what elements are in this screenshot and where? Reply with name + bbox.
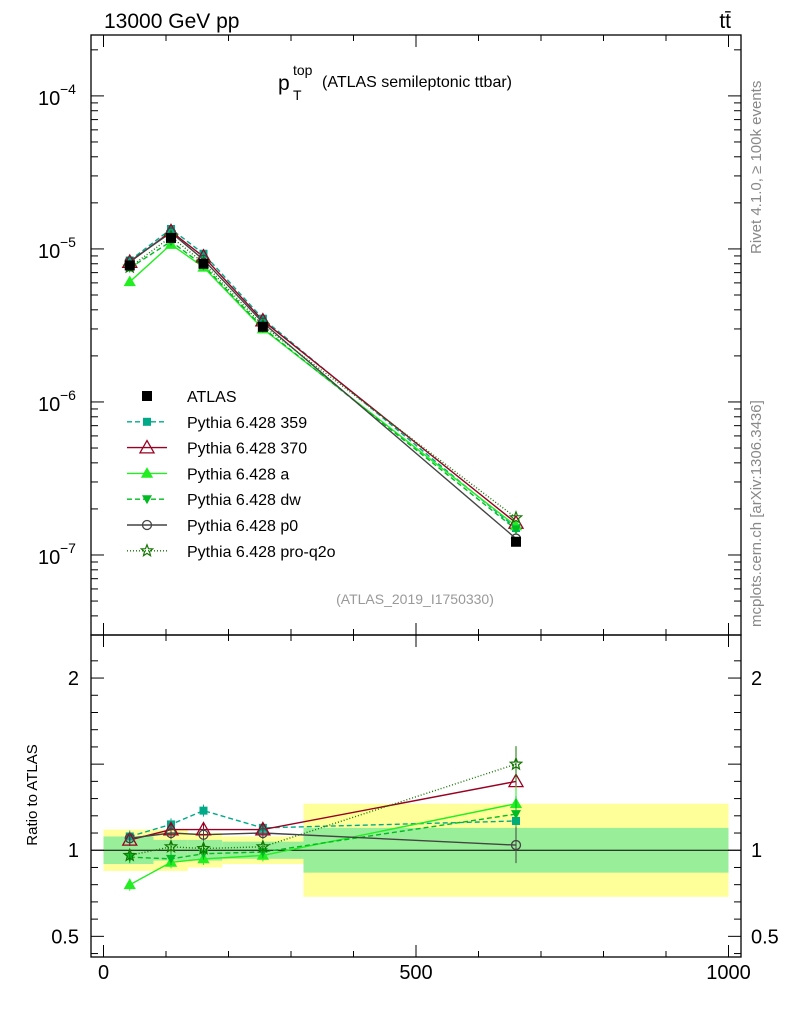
ratio-point-5-4: [508, 756, 524, 771]
legend-label-5: Pythia 6.428 pro-q2o: [187, 544, 336, 561]
legend-label-0: Pythia 6.428 359: [187, 415, 307, 432]
main-point-3-4: [511, 525, 521, 535]
data-point-0: [124, 260, 135, 271]
legend-marker-5: [139, 543, 155, 558]
ratio-frame: [90, 634, 742, 958]
data-point-1: [166, 232, 176, 243]
y-tick-label-3: 10: [38, 88, 60, 110]
header-right: tt̄: [719, 10, 731, 33]
legend-marker-0: [143, 417, 151, 426]
ratio-point-2-0: [123, 878, 136, 890]
ratio-y-tick-label-right-0: 0.5: [751, 926, 779, 948]
x-tick-label-500: 500: [399, 962, 432, 984]
main-point-0-2: [199, 249, 208, 258]
ratio-point-4-4: [510, 839, 522, 851]
ratio-y-tick-label-left-0: 0.5: [51, 926, 79, 948]
x-tick-label-1000: 1000: [706, 962, 751, 984]
legend-marker-data: [142, 391, 152, 401]
legend-marker-3: [142, 495, 152, 505]
legend-label-data: ATLAS: [187, 389, 237, 406]
title-rest: (ATLAS semileptonic ttbar): [322, 74, 512, 91]
ratio-point-5-1: [163, 839, 179, 854]
ratio-y-tick-label-right-1: 1: [751, 840, 762, 862]
ratio-point-5-2: [196, 840, 211, 855]
y-tick-exponent-1: −6: [60, 387, 76, 403]
mcplots-label: mcplots.cern.ch [arXiv:1306.3436]: [748, 400, 765, 627]
title-superscript: top: [293, 62, 313, 78]
ratio-y-tick-label-left-2: 2: [68, 668, 79, 690]
data-point-3: [257, 321, 268, 332]
ratio-point-5-0: [122, 847, 138, 862]
y-tick-exponent-3: −4: [60, 81, 76, 97]
legend-label-4: Pythia 6.428 p0: [187, 518, 298, 535]
legend-marker-2: [140, 467, 154, 478]
main-point-2-0: [123, 275, 136, 287]
title-subscript: T: [293, 87, 302, 103]
rivet-version-label: Rivet 4.1.0, ≥ 100k events: [748, 81, 765, 254]
ratio-y-tick-label-right-2: 2: [751, 668, 762, 690]
ratio-point-0-2: [199, 806, 208, 815]
y-tick-exponent-2: −5: [60, 234, 76, 250]
ratio-line-0: [129, 809, 517, 838]
ratio-point-5-3: [255, 839, 271, 854]
ratio-point-1-0: [121, 831, 138, 846]
ratio-point-3-1: [166, 854, 176, 864]
ratio-point-4-1: [165, 827, 177, 839]
x-tick-label-0: 0: [98, 962, 109, 984]
legend-label-3: Pythia 6.428 dw: [187, 492, 301, 509]
legend-marker-4: [141, 519, 153, 531]
main-point-0-1: [167, 224, 175, 233]
analysis-id: (ATLAS_2019_I1750330): [336, 591, 494, 607]
header-left: 13000 GeV pp: [104, 10, 239, 33]
legend-label-1: Pythia 6.428 370: [187, 441, 307, 458]
y-tick-label-2: 10: [38, 241, 60, 263]
main-line-5: [129, 235, 517, 519]
ratio-line-5: [129, 763, 517, 857]
ratio-y-tick-label-left-1: 1: [68, 840, 79, 862]
ratio-point-4-3: [257, 827, 269, 839]
y-tick-label-0: 10: [38, 547, 60, 569]
legend: ATLAS Pythia 6.428 359 Pythia 6.428 370 Pyt…: [127, 389, 336, 561]
ratio-ylabel: Ratio to ATLAS: [24, 744, 41, 845]
ratio-point-4-0: [124, 833, 135, 844]
data-markers: [121, 223, 525, 891]
main-point-5-4: [508, 510, 524, 524]
ratio-point-4-2: [198, 829, 209, 840]
legend-marker-1: [138, 439, 156, 454]
y-tick-exponent-0: −7: [60, 540, 76, 556]
uncertainty-bands: [91, 803, 741, 897]
y-tick-label-1: 10: [38, 394, 60, 416]
data-point-4: [511, 536, 521, 547]
legend-label-2: Pythia 6.428 a: [187, 466, 289, 483]
ratio-point-3-4: [511, 810, 521, 820]
plot-title: p top T (ATLAS semileptonic ttbar): [278, 62, 512, 103]
data-point-2: [198, 258, 209, 269]
title-main: p: [278, 72, 290, 95]
main-line-3: [129, 240, 517, 530]
